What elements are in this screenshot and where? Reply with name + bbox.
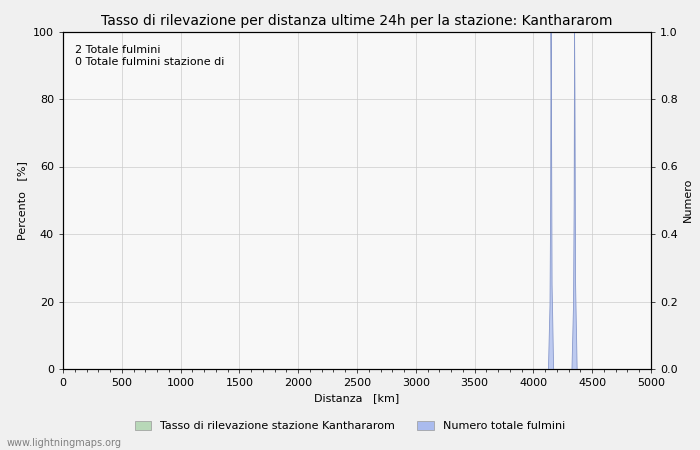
Text: 2 Totale fulmini
0 Totale fulmini stazione di: 2 Totale fulmini 0 Totale fulmini stazio… bbox=[75, 45, 224, 67]
Y-axis label: Percento   [%]: Percento [%] bbox=[18, 161, 27, 240]
Y-axis label: Numero: Numero bbox=[683, 178, 693, 222]
Polygon shape bbox=[549, 32, 554, 369]
Polygon shape bbox=[572, 32, 577, 369]
Legend: Tasso di rilevazione stazione Kanthararom, Numero totale fulmini: Tasso di rilevazione stazione Kanthararo… bbox=[130, 416, 570, 436]
Title: Tasso di rilevazione per distanza ultime 24h per la stazione: Kanthararom: Tasso di rilevazione per distanza ultime… bbox=[102, 14, 612, 27]
Text: www.lightningmaps.org: www.lightningmaps.org bbox=[7, 438, 122, 448]
X-axis label: Distanza   [km]: Distanza [km] bbox=[314, 394, 400, 404]
